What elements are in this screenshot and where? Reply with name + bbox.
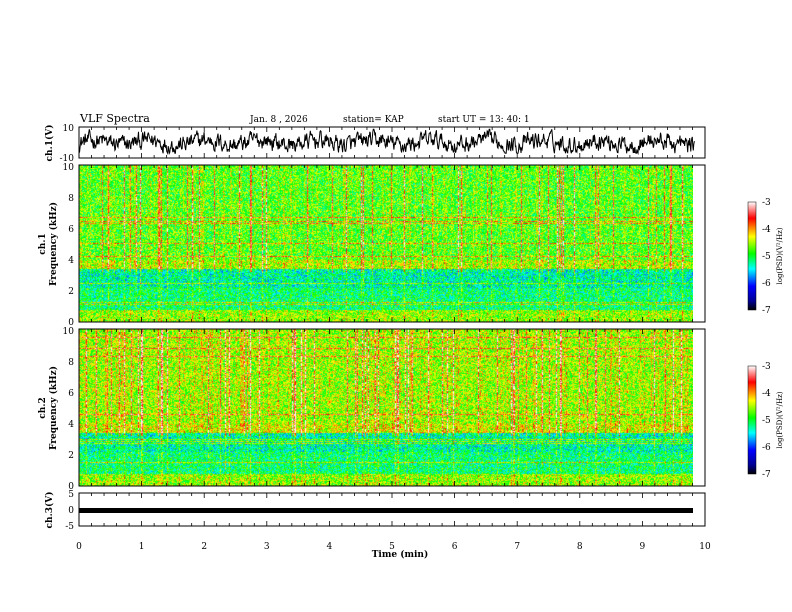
ch1-spec-ytick-4: 4 — [68, 256, 74, 266]
ch2-spec-ytick-4: 4 — [68, 420, 74, 430]
ch3-ytick-0: 0 — [68, 506, 74, 516]
ch1-spec-ytick-0: 0 — [68, 318, 74, 328]
ch1-ylabel: ch.1(V) — [44, 125, 55, 162]
ch3-ytick-5: 5 — [68, 490, 74, 500]
x-tick-label: 5 — [389, 542, 395, 552]
ch2-spec-ytick-0: 0 — [68, 482, 74, 492]
ch2-cb-tick-7: -7 — [762, 470, 771, 480]
ch1-ytick-bottom: -10 — [60, 154, 75, 164]
x-tick-label: 8 — [577, 542, 583, 552]
x-axis-label: Time (min) — [372, 549, 429, 560]
ch3-waveform-panel: 5 0 -5 ch.3(V) — [44, 490, 706, 532]
ch2-cb-tick-6: -6 — [762, 443, 771, 453]
ch1-cb-tick-3: -3 — [762, 198, 771, 208]
ch1-ticks — [78, 127, 706, 158]
ch2-spec-ytick-8: 8 — [68, 358, 74, 368]
x-tick-label: 4 — [327, 542, 333, 552]
ch2-spec-ytick-6: 6 — [68, 389, 74, 399]
ch2-spec-ytick-2: 2 — [68, 451, 74, 461]
ch2-spectrogram-image — [79, 329, 693, 486]
ch1-spectrogram-image — [79, 165, 693, 322]
ch2-spec-ylabel-line2: Frequency (kHz) — [48, 366, 59, 450]
x-tick-label: 2 — [201, 542, 207, 552]
ch3-ytick-neg5: -5 — [65, 522, 74, 532]
x-tick-label: 1 — [139, 542, 145, 552]
ch1-spec-ylabel-line1: ch.1 — [38, 233, 48, 254]
ch2-colorbar: -3 -4 -5 -6 -7 log(PSD)(V²/Hz) — [747, 362, 784, 480]
x-tick-label: 3 — [264, 542, 270, 552]
ch1-spectrogram-panel: 10 8 6 4 2 0 ch.1 Frequency (kHz) — [38, 163, 706, 328]
ch1-waveform-line — [78, 128, 695, 156]
ch1-ytick-top: 10 — [63, 124, 75, 134]
ch2-spec-ylabel-line1: ch.2 — [38, 397, 48, 418]
ch1-spec-ytick-10: 10 — [63, 163, 75, 173]
x-tick-label: 7 — [514, 542, 520, 552]
ch1-spec-ytick-6: 6 — [68, 225, 74, 235]
figure-title: VLF Spectra — [79, 112, 150, 125]
ch1-spec-ylabel-line2: Frequency (kHz) — [48, 202, 59, 286]
ch1-spec-ticks — [78, 165, 706, 322]
ch2-spectrogram-panel: 10 8 6 4 2 0 ch.2 Frequency (kHz) — [38, 327, 706, 492]
x-tick-label: 0 — [76, 542, 82, 552]
ch2-cb-label: log(PSD)(V²/Hz) — [776, 391, 784, 448]
ch3-waveform-line — [79, 508, 693, 513]
x-tick-label: 9 — [640, 542, 646, 552]
ch3-ticks — [78, 493, 706, 526]
ch1-waveform-panel: 10 -10 ch.1(V) — [44, 124, 706, 164]
date-text: Jan. 8 , 2026 — [249, 115, 308, 125]
x-tick-labels: 0 1 2 3 4 5 6 7 8 9 10 — [76, 542, 711, 552]
x-tick-label: 6 — [452, 542, 458, 552]
ch2-cb-tick-3: -3 — [762, 362, 771, 372]
ch1-cb-label: log(PSD)(V²/Hz) — [776, 227, 784, 284]
start-time-text: start UT = 13: 40: 1 — [438, 115, 530, 125]
ch2-spec-ticks — [78, 329, 706, 486]
ch1-colorbar: -3 -4 -5 -6 -7 log(PSD)(V²/Hz) — [747, 198, 784, 316]
ch3-ylabel: ch.3(V) — [44, 492, 55, 529]
ch2-cb-tick-4: -4 — [762, 389, 771, 399]
ch2-cb-tick-5: -5 — [762, 416, 771, 426]
station-text: station= KAP — [343, 115, 404, 125]
ch1-cb-tick-5: -5 — [762, 252, 771, 262]
ch1-cb-tick-4: -4 — [762, 225, 771, 235]
ch2-spec-ytick-10: 10 — [63, 327, 75, 337]
ch1-spec-ytick-2: 2 — [68, 287, 74, 297]
ch1-spec-ytick-8: 8 — [68, 194, 74, 204]
ch1-cb-tick-7: -7 — [762, 306, 771, 316]
x-tick-label: 10 — [699, 542, 711, 552]
ch1-cb-tick-6: -6 — [762, 279, 771, 289]
